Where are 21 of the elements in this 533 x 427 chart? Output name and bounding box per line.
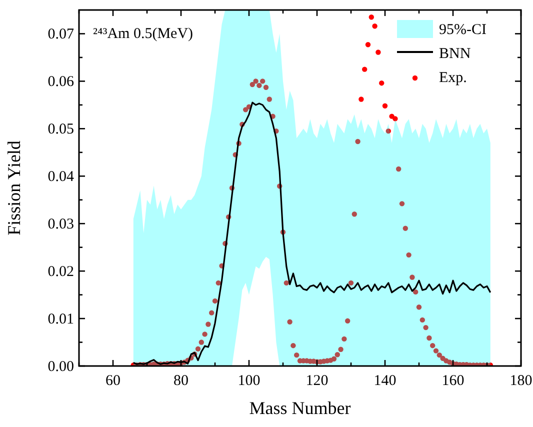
y-tick-label: 0.01: [48, 312, 74, 328]
y-tick-label: 0.07: [48, 26, 74, 43]
x-tick-label: 120: [306, 373, 328, 389]
annotation: 95%-CI: [439, 22, 486, 38]
y-tick-label: 0.05: [48, 122, 74, 138]
x-tick-label: 160: [442, 373, 464, 389]
x-tick-label: 100: [238, 373, 260, 389]
y-tick-label: 0.04: [48, 169, 74, 186]
y-tick-label: 0.02: [48, 264, 74, 280]
y-tick-label: 0.06: [48, 74, 74, 90]
legend-label: Exp.: [439, 70, 467, 86]
x-tick-label: 140: [374, 373, 396, 389]
x-tick-label: 60: [106, 373, 120, 389]
x-tick-label: 180: [510, 373, 532, 389]
text: ²⁴³Am 0.5(MeV): [93, 26, 194, 42]
x-axis-title: Mass Number: [249, 398, 351, 418]
y-tick-label: 0.03: [48, 216, 74, 233]
y-tick-label: 0.00: [48, 359, 74, 375]
legend-label: BNN: [439, 46, 471, 62]
x-tick-label: 80: [174, 373, 188, 389]
y-axis-title: Fission Yield: [4, 140, 24, 236]
